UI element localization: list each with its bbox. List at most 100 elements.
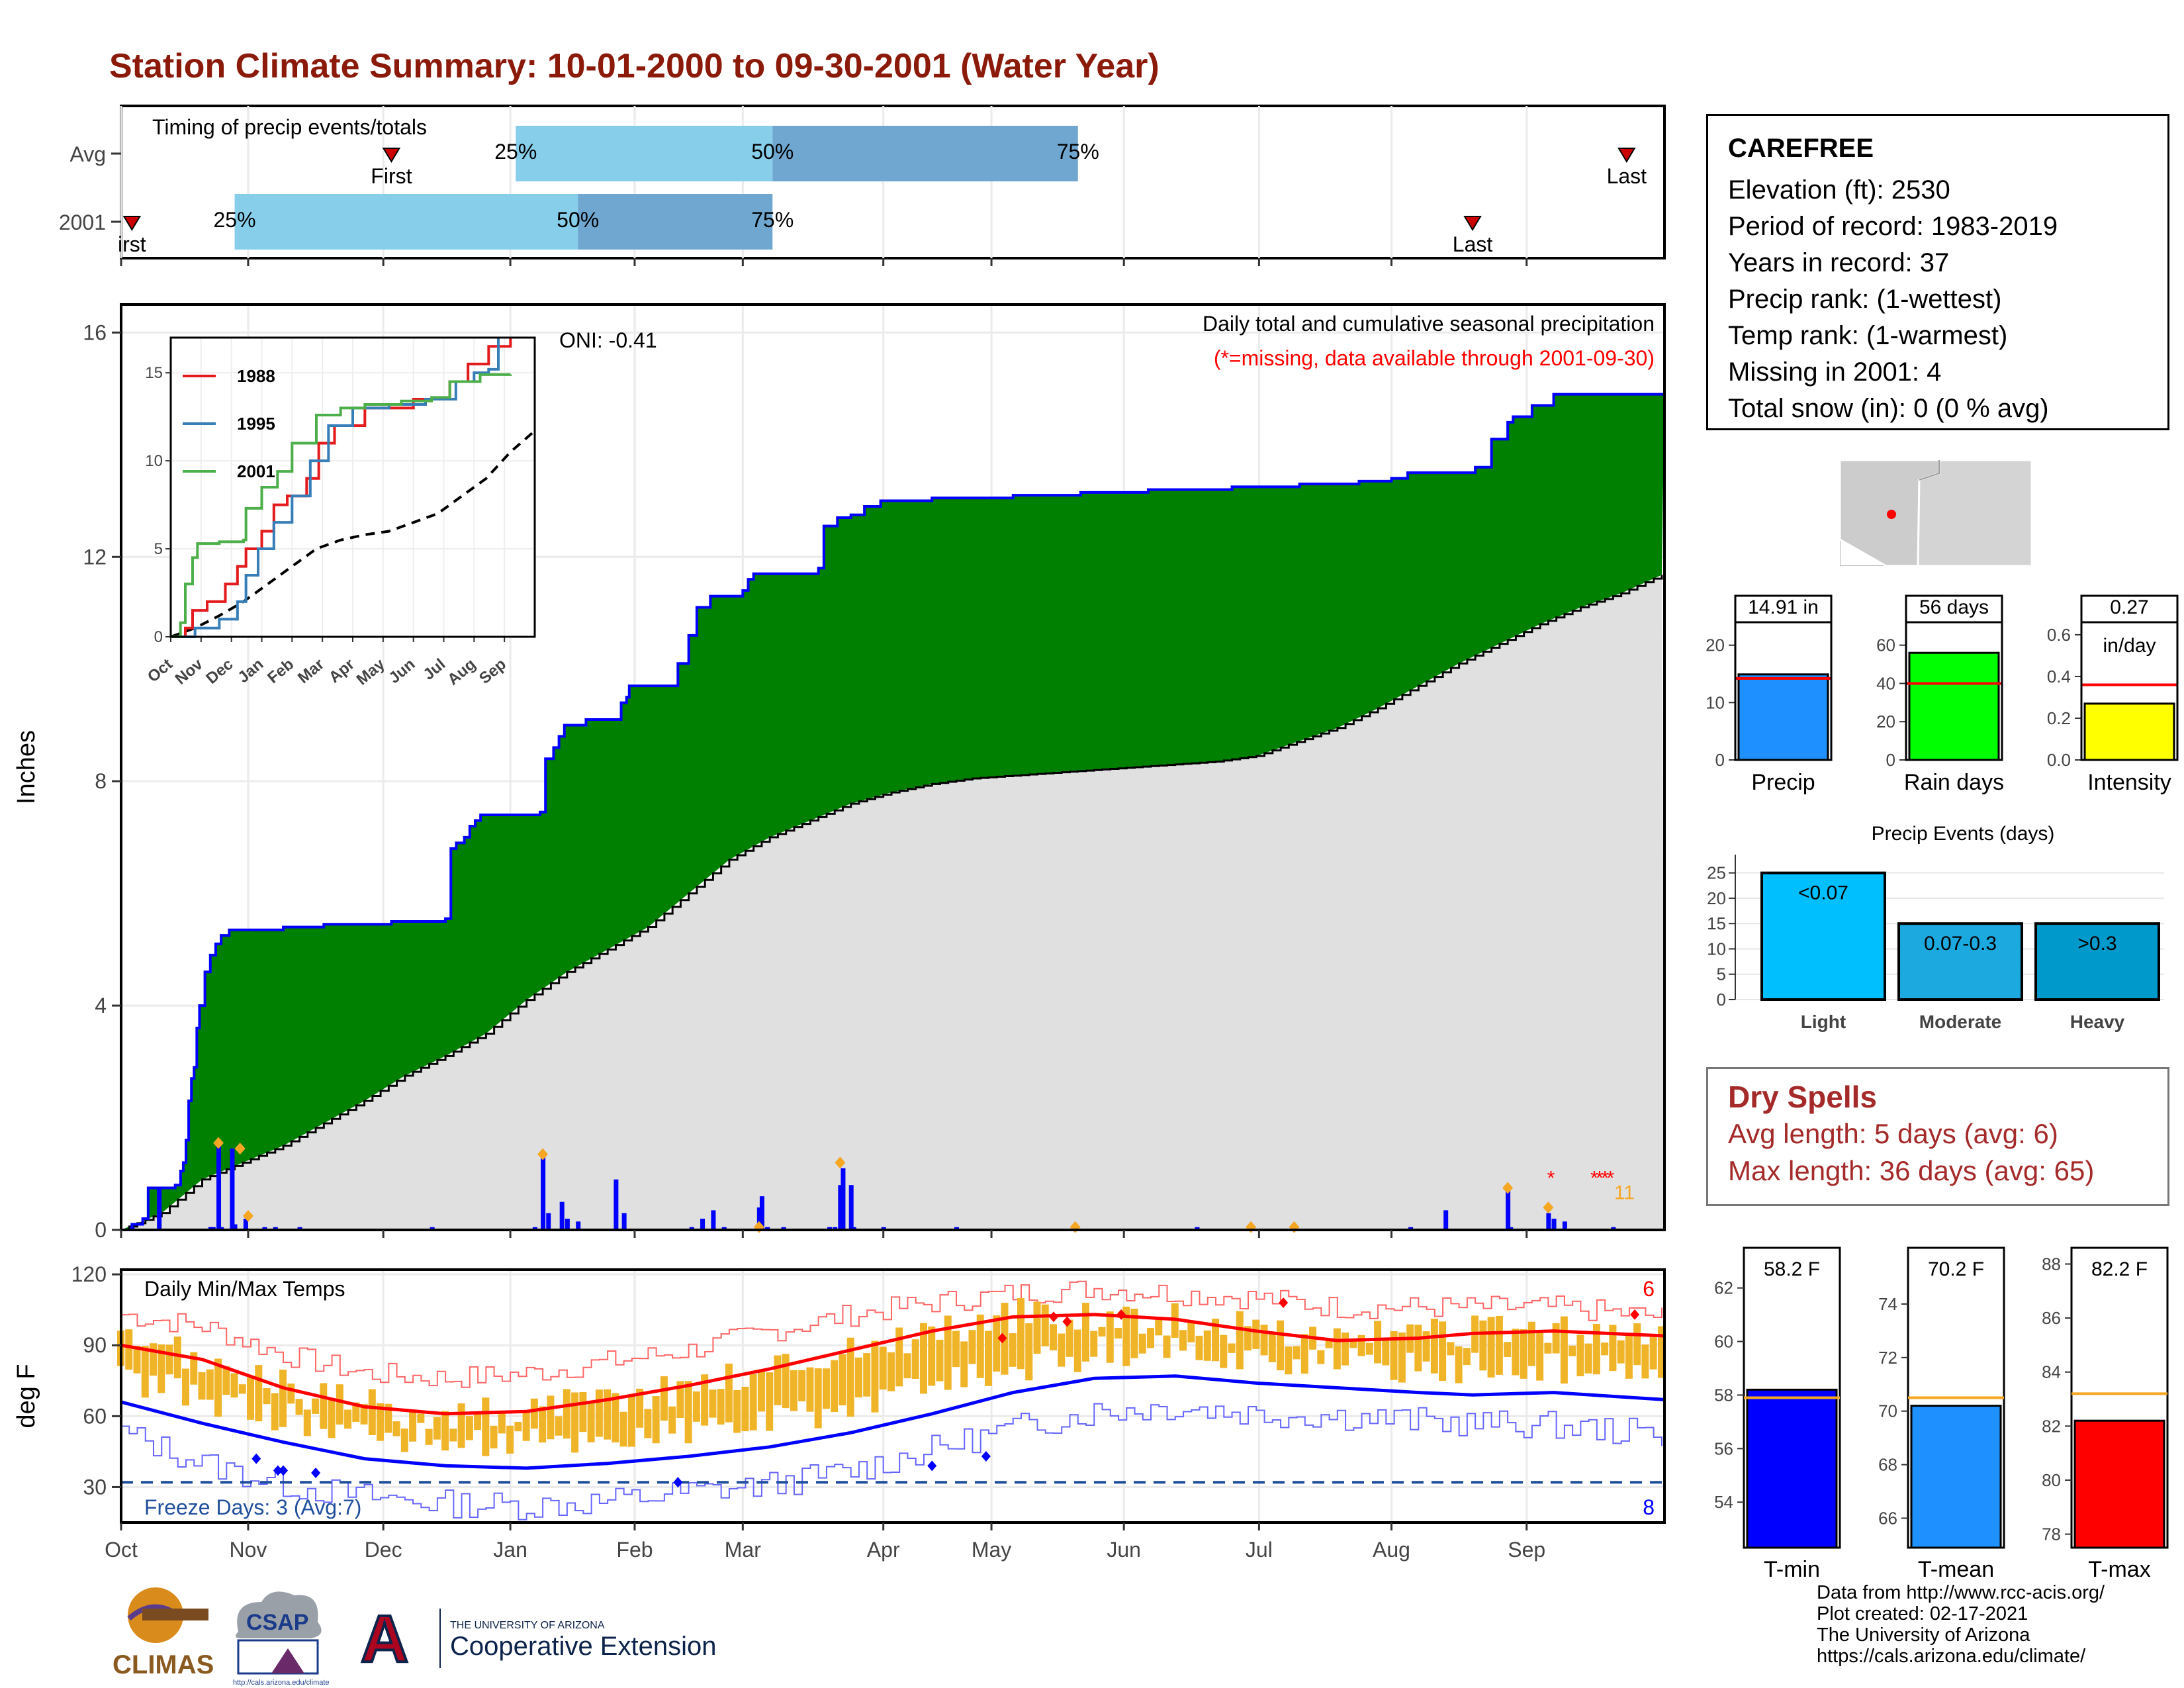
missing-text: Missing in 2001: 4 <box>1728 357 1942 387</box>
daily-precip-bar <box>565 1219 570 1230</box>
daily-precip-bar <box>219 1227 224 1230</box>
daily-temp-bar <box>1374 1321 1382 1364</box>
footer-plot-date: Plot created: 02-17-2021 <box>1817 1603 2028 1624</box>
elevation-text: Elevation (ft): 2530 <box>1728 175 1950 205</box>
cumulative-2001-area <box>121 393 1664 1231</box>
timing-p50-label: 50% <box>557 208 599 232</box>
temp-ytick-label: 90 <box>83 1333 107 1357</box>
daily-temp-bar <box>1058 1333 1066 1367</box>
daily-temp-bar <box>522 1411 530 1441</box>
month-label: Nov <box>229 1538 267 1562</box>
daily-temp-bar <box>1025 1323 1033 1381</box>
daily-temp-bar <box>1090 1331 1098 1357</box>
timing-bar-25-50 <box>234 194 578 250</box>
daily-temp-bar <box>928 1326 936 1386</box>
daily-temp-bar <box>879 1346 887 1390</box>
record-min-line <box>121 1403 1662 1521</box>
daily-temp-bar <box>125 1329 133 1370</box>
daily-precip-bar <box>841 1168 846 1230</box>
temp-summary-ytick-label: 80 <box>2042 1470 2061 1490</box>
daily-temp-bar <box>968 1330 976 1364</box>
daily-precip-bar <box>430 1227 435 1230</box>
daily-precip-bar <box>1195 1227 1200 1230</box>
locator-map <box>1840 460 2032 566</box>
daily-precip-bar <box>838 1185 843 1230</box>
daily-precip-bar <box>1508 1227 1514 1230</box>
daily-precip-bar <box>208 1227 213 1230</box>
daily-temp-bar <box>417 1413 425 1423</box>
daily-temp-bar <box>1439 1321 1447 1382</box>
temp-summary-ytick-label: 72 <box>1878 1348 1897 1368</box>
daily-temp-bar <box>814 1368 822 1429</box>
avg-min-line <box>120 1374 1665 1470</box>
temp-summary-bar-t-mean <box>1910 1405 2002 1549</box>
inset-legend-label: 2001 <box>237 461 275 481</box>
precip-frame <box>120 303 1666 1231</box>
freeze-days-label: Freeze Days: 3 (Avg:7) <box>144 1495 361 1519</box>
summary-ytick-label: 0.0 <box>2047 750 2071 770</box>
daily-temp-bar <box>490 1425 498 1449</box>
month-label: Sep <box>1508 1538 1545 1562</box>
daily-temp-bar <box>563 1389 570 1439</box>
month-label: Aug <box>1373 1538 1410 1562</box>
daily-temp-bar <box>1390 1331 1398 1380</box>
csap-text: CSAP <box>246 1610 308 1635</box>
daily-temp-bar <box>709 1389 717 1418</box>
footer-url: https://cals.arizona.edu/climate/ <box>1817 1646 2086 1667</box>
daily-temp-bar <box>400 1428 408 1452</box>
temp-rank-text: Temp rank: (1-warmest) <box>1728 321 2008 350</box>
daily-temp-bar <box>449 1429 457 1442</box>
missing-marker: * <box>1601 1168 1609 1190</box>
daily-precip-bar <box>781 1227 786 1230</box>
temp-summary-ytick-label: 62 <box>1714 1278 1733 1298</box>
csap-mountain <box>271 1648 304 1673</box>
daily-temp-bar <box>1601 1342 1609 1356</box>
daily-temp-bar <box>214 1358 222 1417</box>
summary-bar-rain-days <box>1908 651 2000 761</box>
daily-temp-bar <box>1641 1344 1649 1379</box>
daily-temp-bar <box>976 1314 984 1378</box>
temp-ytick-label: 60 <box>83 1404 107 1428</box>
dry-spells-avg: Avg length: 5 days (avg: 6) <box>1728 1118 2058 1149</box>
daily-temp-bar <box>457 1403 465 1448</box>
record-precip-marker <box>835 1156 846 1169</box>
daily-precip-bar <box>1546 1213 1551 1230</box>
daily-temp-bar <box>1584 1343 1592 1374</box>
daily-temp-bar <box>619 1411 627 1447</box>
record-low-marker <box>981 1451 991 1462</box>
daily-temp-bar <box>1244 1326 1252 1351</box>
record-precip-marker <box>1543 1201 1554 1214</box>
temp-summary-bar-t-min <box>1746 1388 1838 1549</box>
month-label: Feb <box>616 1538 653 1562</box>
daily-temp-bar <box>733 1389 741 1433</box>
daily-temp-bar <box>1576 1335 1584 1377</box>
daily-temp-bar <box>652 1396 660 1444</box>
record-low-marker <box>251 1453 261 1464</box>
daily-temp-bar <box>377 1403 385 1441</box>
footer-data-source: Data from http://www.rcc-acis.org/ <box>1817 1582 2105 1603</box>
summary-bar-precip <box>1737 673 1829 761</box>
daily-temp-bar <box>1317 1350 1325 1364</box>
daily-precip-bar <box>230 1149 235 1230</box>
daily-temp-bar <box>1422 1331 1430 1362</box>
daily-precip-bar <box>262 1227 267 1230</box>
daily-temp-bar <box>1544 1342 1552 1354</box>
precip-event-bar-moderate <box>1897 922 2023 1001</box>
daily-precip-bar <box>532 1227 537 1230</box>
timing-p25-label: 25% <box>494 140 537 164</box>
precip-ylabel: Inches <box>13 730 40 804</box>
daily-temp-bar <box>895 1327 903 1387</box>
timing-bar-50-75 <box>578 194 773 250</box>
daily-temp-bar <box>612 1393 619 1443</box>
temp-summary-name: T-max <box>2088 1557 2150 1582</box>
daily-precip-bar <box>954 1227 959 1230</box>
summary-bar-intensity <box>2083 702 2175 761</box>
inset-frame-top <box>169 336 536 638</box>
daily-precip-bar <box>848 1185 854 1230</box>
daily-temp-bar <box>1633 1323 1641 1366</box>
precip-events-ytick-label: 20 <box>1707 888 1726 908</box>
precip-annotation-missing: (*=missing, data available through 2001-… <box>1214 346 1655 370</box>
daily-temp-bar <box>1122 1306 1130 1366</box>
daily-precip-bar <box>621 1213 627 1230</box>
footer-university: The University of Arizona <box>1817 1624 2030 1646</box>
